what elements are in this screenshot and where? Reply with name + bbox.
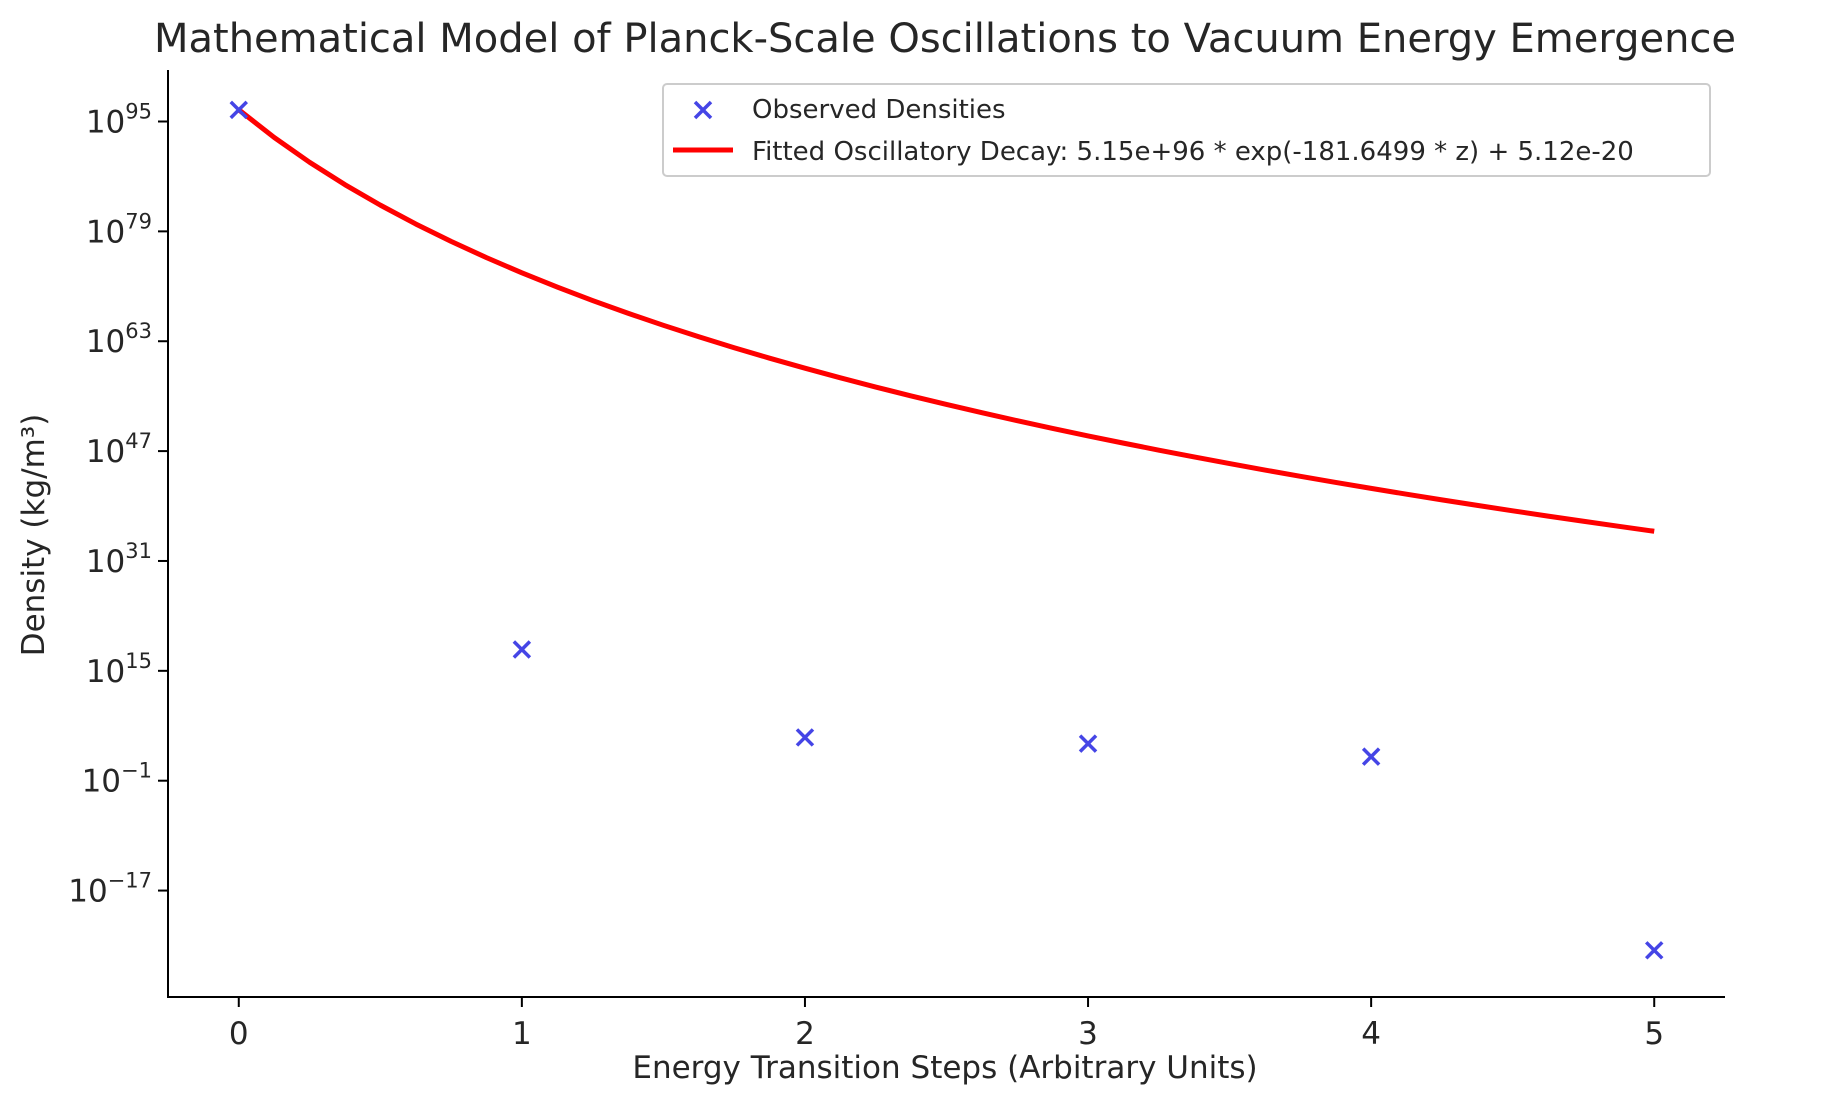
x-tick-label: 3: [1078, 1016, 1098, 1052]
y-tick-label: 1047: [86, 429, 152, 470]
data-point: [1078, 734, 1098, 753]
axes: [167, 70, 1725, 998]
x-ticks: 0 1 2 3 4 5: [229, 997, 1664, 1052]
x-tick-label: 1: [512, 1016, 532, 1052]
legend-x-marker: [693, 100, 713, 120]
data-point: [795, 728, 815, 747]
data-point: [1644, 941, 1664, 960]
fit-line: [237, 107, 1655, 534]
y-tick-label: 1095: [86, 100, 152, 141]
chart-title: Mathematical Model of Planck-Scale Oscil…: [154, 16, 1736, 62]
data-point: [229, 100, 249, 120]
legend: Observed Densities Fitted Oscillatory De…: [662, 83, 1711, 177]
legend-marker-observed: [693, 100, 713, 120]
x-axis-label: Energy Transition Steps (Arbitrary Units…: [632, 1050, 1257, 1086]
y-tick-label: 10−1: [82, 759, 152, 800]
y-tick-label: 1015: [86, 649, 152, 690]
y-tick-label: 1031: [86, 539, 152, 580]
legend-frame: [662, 83, 1711, 177]
plot-area: [229, 100, 1664, 960]
y-axis-label: Density (kg/m³): [16, 414, 52, 657]
data-point: [512, 640, 532, 659]
x-tick-label: 5: [1644, 1016, 1664, 1052]
x-tick-label: 4: [1361, 1016, 1381, 1052]
y-tick-label: 1063: [86, 319, 152, 360]
data-point: [1361, 747, 1381, 766]
y-ticks: 1095 1079 1063 1047 1031 1015 10−1 10−17: [68, 100, 168, 910]
legend-label-observed: Observed Densities: [752, 95, 1006, 125]
x-tick-label: 0: [229, 1016, 249, 1052]
y-tick-label: 10−17: [68, 869, 152, 910]
legend-label-fit: Fitted Oscillatory Decay: 5.15e+96 * exp…: [752, 137, 1634, 167]
scatter-points: [229, 100, 1664, 960]
y-tick-label: 1079: [86, 209, 152, 250]
x-tick-label: 2: [795, 1016, 815, 1052]
